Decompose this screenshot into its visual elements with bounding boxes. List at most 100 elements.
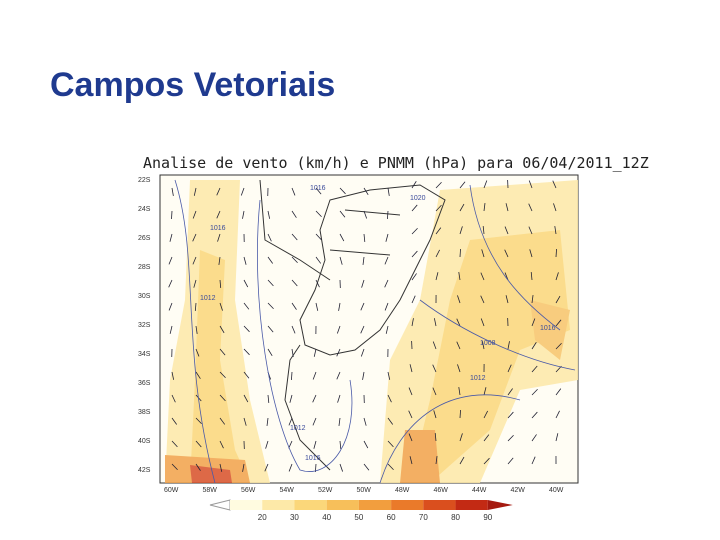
wind-arrow (411, 181, 417, 189)
wind-arrow (243, 302, 250, 310)
longitude-label: 48W (395, 487, 410, 494)
wind-arrow (312, 417, 317, 426)
wind-arrow (387, 210, 389, 220)
wind-arrow (531, 411, 538, 419)
wind-arrow (387, 440, 394, 448)
slide-title: Campos Vetoriais (50, 66, 336, 104)
colorbar-label: 30 (290, 513, 299, 522)
colorbar-swatch (294, 500, 327, 510)
wind-arrow (483, 203, 486, 212)
wind-arrow (168, 256, 173, 265)
wind-arrow (362, 256, 365, 265)
wind-arrow (555, 342, 562, 350)
wind-arrow (291, 371, 293, 381)
wind-arrow (243, 256, 247, 265)
wind-arrow (507, 388, 513, 396)
wind-arrow (435, 456, 438, 465)
wind-arrow (363, 233, 366, 242)
wind-arrow (219, 394, 226, 402)
wind-arrow (459, 226, 463, 235)
wind-arrow (315, 302, 319, 311)
wind-arrow (504, 249, 509, 258)
wind-arrow (411, 227, 418, 235)
wind-arrow (411, 250, 418, 258)
wind-arrow (531, 365, 538, 373)
colorbar-label: 90 (483, 513, 492, 522)
wind-arrow (267, 256, 274, 264)
isobar-label: 1016 (310, 185, 326, 192)
wind-arrow (387, 417, 394, 425)
isobar-label: 1020 (410, 195, 426, 202)
wind-arrow (267, 233, 272, 242)
wind-arrow (264, 463, 269, 472)
longitude-label: 44W (472, 487, 487, 494)
wind-arrow (435, 181, 442, 189)
longitude-label: 56W (241, 487, 256, 494)
wind-arrow (528, 203, 533, 212)
wind-arrow (291, 210, 297, 218)
longitude-label: 42W (511, 487, 526, 494)
wind-arrow (363, 440, 369, 449)
wind-arrow (192, 210, 197, 219)
wind-arrow (219, 371, 226, 379)
wind-arrow (531, 295, 534, 304)
wind-arrow (384, 279, 389, 288)
wind-arrow (432, 364, 437, 373)
isobar-label: 1016 (305, 455, 321, 462)
wind-arrow (339, 187, 346, 195)
wind-arrow (553, 203, 557, 212)
wind-arrow (530, 271, 533, 281)
wind-arrow (555, 272, 559, 281)
wind-arrow (505, 295, 509, 304)
wind-arrow (360, 348, 365, 357)
wind-arrow (169, 325, 173, 334)
wind-arrow (504, 272, 509, 281)
wind-arrow (313, 440, 317, 449)
latitude-label: 30S (138, 293, 151, 300)
latitude-label: 26S (138, 235, 151, 242)
wind-arrow (435, 249, 440, 258)
wind-arrow (384, 256, 389, 265)
wind-arrow (483, 180, 488, 189)
wind-arrow (217, 233, 221, 242)
latitude-label: 22S (138, 177, 151, 184)
colorbar-swatch (262, 500, 295, 510)
isobar-label: 1016 (540, 325, 556, 332)
wind-arrow (315, 233, 322, 241)
wind-arrow (219, 325, 225, 334)
wind-arrow (555, 319, 562, 327)
colorbar-swatch (455, 500, 488, 510)
wind-arrow (531, 456, 536, 465)
wind-arrow (338, 302, 341, 311)
wind-arrow (483, 410, 489, 419)
wind-arrow (531, 318, 536, 327)
wind-arrow (507, 364, 512, 373)
wind-arrow (218, 256, 221, 265)
wind-arrow (458, 387, 461, 396)
colorbar-label: 50 (354, 513, 363, 522)
wind-arrow (408, 433, 413, 442)
wind-arrow (528, 226, 533, 235)
wind-arrow (504, 226, 509, 235)
wind-arrow (435, 204, 442, 212)
colorbar-label: 70 (419, 513, 428, 522)
wind-arrow (363, 187, 369, 196)
wind-arrow (267, 279, 274, 287)
wind-arrow (291, 302, 297, 310)
wind-arrow (312, 371, 317, 380)
wind-arrow (411, 295, 416, 304)
wind-arrow (168, 302, 173, 311)
wind-arrow (219, 279, 222, 289)
wind-arrow (267, 302, 274, 310)
wind-arrow (459, 248, 461, 258)
wind-arrow (507, 341, 510, 350)
wind-arrow (338, 417, 341, 426)
wind-arrow (435, 227, 442, 235)
wind-arrow (243, 348, 250, 356)
wind-arrow (409, 364, 413, 373)
wind-arrow (483, 434, 490, 442)
wind-arrow (313, 348, 317, 357)
wind-arrow (171, 210, 173, 220)
wind-arrow (193, 187, 197, 196)
wind-arrow (291, 348, 294, 357)
